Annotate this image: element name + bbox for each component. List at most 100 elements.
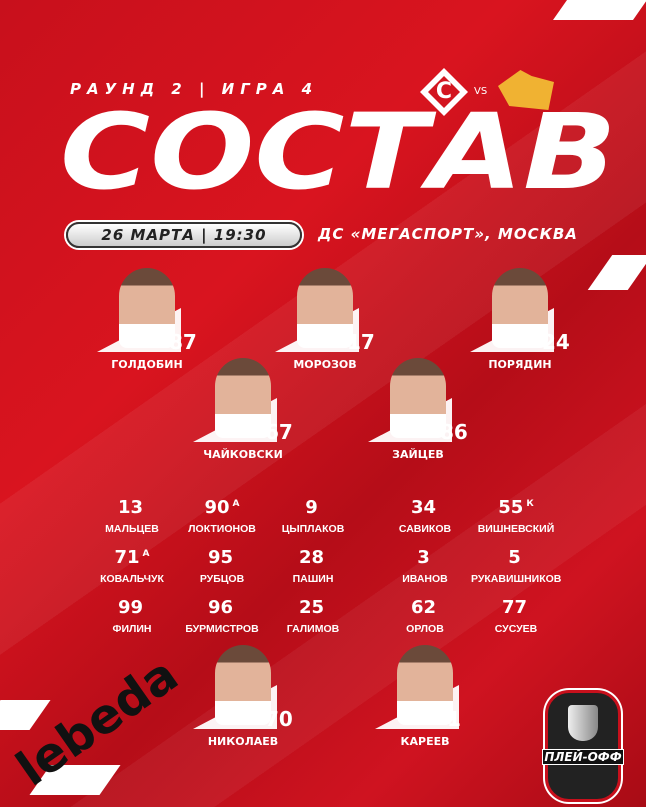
player-card: 67 ЧАЙКОВСКИ (193, 358, 293, 466)
player-photo (397, 645, 453, 725)
player-number: 67 (265, 420, 293, 444)
player-name: КАРЕЕВ (400, 735, 450, 748)
player-number: 13 (87, 493, 177, 519)
player-number-value: 96 (207, 597, 234, 618)
player-number: 9 (268, 493, 358, 519)
player-number: 34 (380, 493, 470, 519)
player-number: 25 (268, 593, 358, 619)
roster-entry: 62 ОРЛОВ (380, 593, 470, 636)
player-photo (390, 358, 446, 438)
roster-entry: 9 ЦЫПЛАКОВ (268, 493, 358, 536)
player-name: МОРОЗОВ (293, 358, 357, 371)
player-name: НИКОЛАЕВ (207, 735, 279, 748)
player-name: ПОРЯДИН (488, 358, 552, 371)
player-number: 55 К (471, 493, 561, 519)
roster-entry: 71 А КОВАЛЬЧУК (87, 543, 177, 586)
roster-entry: 3 ИВАНОВ (380, 543, 470, 586)
player-number: 17 (347, 330, 375, 354)
player-number-value: 55 (498, 497, 524, 518)
player-photo (297, 268, 353, 348)
player-name: ВИШНЕВСКИЙ (477, 523, 555, 535)
player-name: ГОЛДОБИН (111, 358, 183, 371)
player-number-value: 99 (117, 597, 144, 618)
player-card: 70 НИКОЛАЕВ (193, 645, 293, 753)
roster-entry: 90 А ЛОКТИОНОВ (177, 493, 267, 536)
playoff-logo-text: ПЛЕЙ-ОФФ (542, 749, 624, 765)
player-number-value: 95 (207, 547, 234, 568)
player-name: ОРЛОВ (406, 623, 444, 635)
roster-entry: 25 ГАЛИМОВ (268, 593, 358, 636)
player-card: 87 ГОЛДОБИН (97, 268, 197, 376)
player-photo (215, 358, 271, 438)
player-number: 95 (177, 543, 267, 569)
playoff-logo: ПЛЕЙ-ОФФ (542, 690, 624, 802)
player-card: 24 ПОРЯДИН (470, 268, 570, 376)
player-number: 96 (177, 593, 267, 619)
player-name: КОВАЛЬЧУК (100, 573, 164, 585)
player-number-value: 90 (204, 497, 230, 518)
round-label: РАУНД 2 | ИГРА 4 (70, 80, 319, 98)
player-name: ЗАЙЦЕВ (392, 448, 444, 461)
cup-icon (568, 705, 598, 741)
player-number: 90 А (177, 493, 267, 519)
player-number: 87 (169, 330, 197, 354)
captain-tag: А (232, 499, 240, 509)
captain-tag: К (526, 499, 534, 509)
player-card: 17 МОРОЗОВ (275, 268, 375, 376)
player-number-value: 34 (410, 497, 437, 518)
player-number-value: 13 (117, 497, 144, 518)
player-name: РУБЦОВ (199, 573, 245, 585)
player-name: РУКАВИШНИКОВ (471, 573, 562, 585)
player-number: 77 (471, 593, 561, 619)
player-number-value: 28 (298, 547, 325, 568)
roster-entry: 13 МАЛЬЦЕВ (87, 493, 177, 536)
roster-entry: 34 САВИКОВ (380, 493, 470, 536)
player-name: ИВАНОВ (402, 573, 448, 585)
roster-entry: 96 БУРМИСТРОВ (177, 593, 267, 636)
player-number-value: 62 (410, 597, 437, 618)
player-number-value: 9 (305, 497, 318, 518)
roster-entry: 77 СУСУЕВ (471, 593, 561, 636)
player-number: 86 (440, 420, 468, 444)
player-photo (492, 268, 548, 348)
decor-shape (552, 0, 646, 20)
player-card: 1 КАРЕЕВ (375, 645, 475, 753)
player-number: 3 (380, 543, 470, 569)
player-card: 86 ЗАЙЦЕВ (368, 358, 468, 466)
captain-tag: А (142, 549, 150, 559)
player-photo (119, 268, 175, 348)
player-number: 28 (268, 543, 358, 569)
player-number: 71 А (87, 543, 177, 569)
player-name: ПАШИН (292, 573, 334, 585)
player-number: 70 (265, 707, 293, 731)
player-number-value: 71 (114, 547, 140, 568)
roster-entry: 55 К ВИШНЕВСКИЙ (471, 493, 561, 536)
page-title: СОСТАВ (60, 91, 617, 213)
player-name: ЛОКТИОНОВ (188, 523, 256, 535)
decor-shape (587, 255, 646, 290)
player-number-value: 25 (298, 597, 325, 618)
roster-entry: 5 РУКАВИШНИКОВ (471, 543, 561, 586)
player-name: МАЛЬЦЕВ (105, 523, 159, 535)
player-name: СУСУЕВ (494, 623, 538, 635)
roster-entry: 99 ФИЛИН (87, 593, 177, 636)
roster-entry: 95 РУБЦОВ (177, 543, 267, 586)
player-name: БУРМИСТРОВ (185, 623, 259, 635)
player-number-value: 5 (508, 547, 521, 568)
player-photo (215, 645, 271, 725)
vs-label: VS (474, 86, 488, 97)
player-name: ЧАЙКОВСКИ (203, 448, 283, 461)
player-number: 24 (542, 330, 570, 354)
player-number-value: 3 (417, 547, 430, 568)
player-number: 62 (380, 593, 470, 619)
player-number-value: 77 (501, 597, 528, 618)
roster-entry: 28 ПАШИН (268, 543, 358, 586)
player-name: ЦЫПЛАКОВ (281, 523, 345, 535)
player-number: 5 (471, 543, 561, 569)
player-name: САВИКОВ (398, 523, 452, 535)
date-time-badge: 26 МАРТА | 19:30 (66, 222, 302, 248)
venue-label: ДС «МЕГАСПОРТ», МОСКВА (318, 225, 578, 243)
player-name: ФИЛИН (112, 623, 152, 635)
player-name: ГАЛИМОВ (286, 623, 340, 635)
